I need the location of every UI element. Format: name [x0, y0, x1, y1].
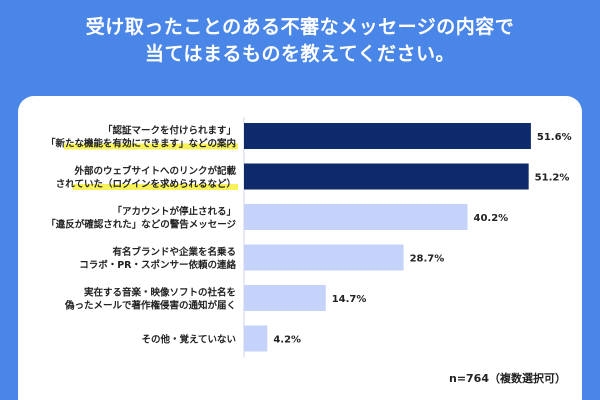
bar-1	[244, 123, 531, 149]
category-label-6-line-1: その他・覚えていない	[141, 334, 236, 346]
category-label-4-line-2: コラボ・PR・スポンサー依頼の連絡	[79, 259, 236, 271]
sample-size-note: n=764（複数選択可）	[448, 372, 566, 385]
category-label-2-line-2: されていた（ログインを求められるなど）	[56, 178, 236, 190]
title-line-1: 受け取ったことのある不審なメッセージの内容で	[85, 16, 515, 38]
value-label-2: 51.2%	[535, 173, 570, 184]
category-label-4-line-1: 有名ブランドや企業を名乗る	[112, 246, 236, 258]
category-label-2-line-1: 外部のウェブサイトへのリンクが記載	[73, 165, 236, 177]
bar-5	[244, 285, 326, 311]
highlight-mark-2	[72, 184, 238, 190]
bar-2	[244, 163, 529, 190]
category-label-3-line-1: 「アカウントが停止される」	[112, 206, 236, 218]
category-label-5-line-1: 実在する音楽・映像ソフトの社名を	[84, 287, 236, 299]
value-label-3: 40.2%	[474, 213, 509, 224]
category-label-3-line-2: 「違反が確認された」などの警告メッセージ	[46, 219, 236, 231]
value-label-6: 4.2%	[273, 335, 301, 346]
bar-4	[244, 244, 404, 271]
category-label-5-line-2: 偽ったメールで著作権侵害の通知が届く	[64, 300, 236, 312]
bar-6	[244, 325, 268, 352]
category-label-1-line-2: 「新たな機能を有効にできます」などの案内	[46, 138, 236, 150]
title-line-2: 当てはまるものを教えてください。	[144, 43, 456, 65]
bar-3	[244, 204, 468, 230]
value-label-4: 28.7%	[410, 254, 445, 265]
category-label-1-line-1: 「認証マークを付けられます」	[103, 125, 236, 137]
value-label-5: 14.7%	[332, 294, 367, 305]
value-label-1: 51.6%	[537, 132, 572, 143]
highlight-mark-1	[64, 143, 238, 150]
chart-title: 受け取ったことのある不審なメッセージの内容で 当てはまるものを教えてください。	[0, 14, 600, 68]
